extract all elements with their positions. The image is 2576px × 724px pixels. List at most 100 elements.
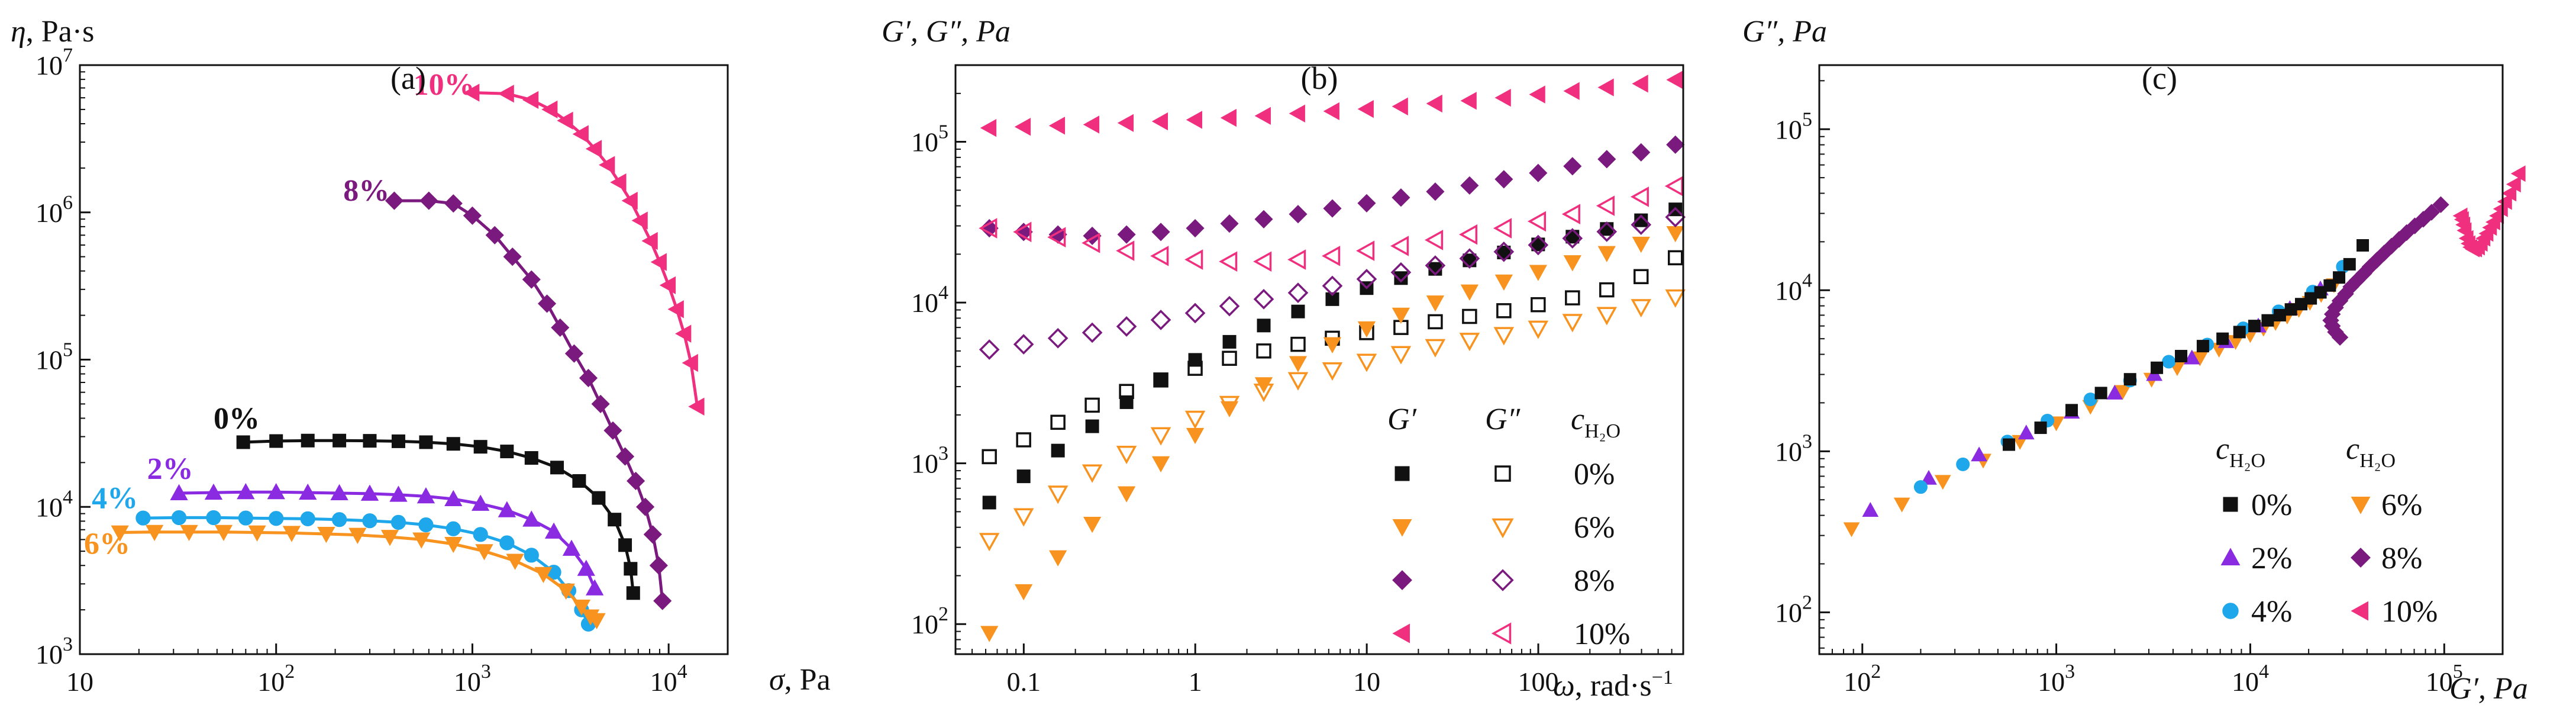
panel-a-point-6pct-6 xyxy=(317,527,335,543)
panel-b-point-Gp-8pct-4 xyxy=(1117,225,1136,244)
panel-a-point-8pct-3 xyxy=(463,206,482,225)
panel-b-point-Gpp-8pct-0 xyxy=(979,339,1000,360)
panel-b-point-Gpp-0pct-15 xyxy=(1496,303,1512,318)
panel-a-point-0pct-1 xyxy=(269,434,283,448)
panel-c-xtick-label-0: 102 xyxy=(1844,661,1881,697)
panel-c-point-0pct-16 xyxy=(2314,286,2327,299)
panel-b-point-Gpp-8pct-2 xyxy=(1047,328,1069,349)
panel-b-point-Gp-6pct-9 xyxy=(1289,356,1308,372)
panel-a-point-4pct-7 xyxy=(362,513,377,529)
panel-a-point-4pct-9 xyxy=(418,517,434,533)
panel-b-point-Gp-8pct-6 xyxy=(1186,218,1205,238)
panel-b-point-Gp-10pct-4 xyxy=(1117,114,1134,132)
panel-a-series-label-4pct: 4% xyxy=(92,481,138,515)
panel-b-point-Gpp-8pct-8 xyxy=(1253,289,1274,310)
panel-a-point-4pct-0 xyxy=(135,510,151,526)
panel-c-point-0pct-1 xyxy=(2034,421,2047,435)
panel-b-point-Gpp-0pct-18 xyxy=(1599,282,1615,298)
panel-a-point-8pct-14 xyxy=(627,471,645,491)
panel-c-legend-marker-6pct xyxy=(2351,497,2371,514)
panel-a-point-6pct-8 xyxy=(380,530,399,546)
panel-c-xtick-label-1: 103 xyxy=(2038,661,2075,697)
panel-c-point-6pct-1 xyxy=(1893,497,1910,513)
panel-a-point-10pct-16 xyxy=(682,353,698,372)
panel-b-point-Gpp-10pct-19 xyxy=(1630,186,1649,207)
panel-b-point-Gpp-8pct-13 xyxy=(1425,255,1446,276)
panel-c-xtick-label-3: 105 xyxy=(2426,661,2463,697)
panel-b-point-Gp-0pct-1 xyxy=(1016,469,1031,484)
panel-a-point-8pct-6 xyxy=(522,270,541,289)
panel-a-point-4pct-12 xyxy=(499,535,515,551)
panel-b-point-Gpp-10pct-13 xyxy=(1424,230,1444,250)
panel-c-point-8pct-20 xyxy=(2432,196,2449,213)
panel-c-point-0pct-17 xyxy=(2323,279,2336,292)
panel-c-legend: cH₂O cH₂O 0% 2% 4% 6% 8% 10% xyxy=(2216,432,2438,629)
panel-a-line-6pct xyxy=(120,530,598,622)
panel-b-legend-gp-marker-0 xyxy=(1394,466,1410,481)
panel-b-point-Gpp-10pct-16 xyxy=(1527,211,1547,232)
panel-a-point-6pct-4 xyxy=(248,525,266,542)
panel-a-viscosity-chart: 10 102 103 1041031041051061070%2%4%6%8%10% … xyxy=(11,15,831,697)
panel-a-ytick-label-1: 104 xyxy=(35,486,73,522)
panel-c-point-0pct-4 xyxy=(2123,373,2136,386)
panel-b-point-Gp-6pct-1 xyxy=(1015,584,1033,601)
panel-b-xtick-label-0: 0.1 xyxy=(1007,667,1041,697)
panel-a-point-10pct-10 xyxy=(631,211,648,230)
panel-b-point-Gp-10pct-3 xyxy=(1083,115,1100,134)
panel-b-point-Gpp-10pct-9 xyxy=(1287,249,1306,270)
panel-b-point-Gp-10pct-17 xyxy=(1563,82,1580,100)
panel-b-point-Gpp-0pct-13 xyxy=(1428,314,1443,330)
panel-a-point-6pct-14 xyxy=(557,583,575,600)
panel-a-point-10pct-3 xyxy=(541,100,558,119)
panel-a-plot-frame xyxy=(79,64,729,655)
panel-b-point-Gpp-8pct-20 xyxy=(1665,207,1686,228)
panel-c-point-6pct-0 xyxy=(1843,522,1860,538)
panel-b-point-Gpp-8pct-3 xyxy=(1082,322,1103,343)
panel-b-point-Gpp-6pct-10 xyxy=(1322,362,1343,381)
panel-c-point-0pct-7 xyxy=(2196,340,2209,353)
panel-b-point-Gp-8pct-13 xyxy=(1426,182,1445,201)
panel-a-point-0pct-13 xyxy=(592,491,606,505)
panel-b-point-Gpp-10pct-4 xyxy=(1116,240,1135,261)
panel-b-point-Gp-6pct-15 xyxy=(1494,274,1513,291)
panel-a-point-8pct-13 xyxy=(615,447,635,466)
panel-b-point-Gpp-8pct-10 xyxy=(1322,275,1343,297)
panel-b-point-Gp-8pct-5 xyxy=(1151,223,1170,242)
panel-a-point-8pct-10 xyxy=(579,369,598,388)
panel-a-point-8pct-8 xyxy=(551,318,570,337)
panel-b-point-Gpp-8pct-9 xyxy=(1287,282,1309,303)
panel-b-point-Gp-8pct-17 xyxy=(1563,157,1582,176)
panel-b-point-Gpp-6pct-20 xyxy=(1665,289,1686,308)
panel-b-point-Gp-10pct-9 xyxy=(1289,104,1305,123)
panel-c-ytick-label-3: 105 xyxy=(1775,108,1812,144)
panel-b-legend-gpp-marker-0 xyxy=(1494,465,1511,482)
panel-b-point-Gpp-10pct-3 xyxy=(1082,233,1100,253)
panel-a-point-2pct-13 xyxy=(544,522,563,539)
panel-c-point-4pct-1 xyxy=(1956,457,1970,471)
panel-a-point-8pct-18 xyxy=(653,591,672,610)
panel-b-legend-gp-header: G′ xyxy=(1387,403,1418,436)
panel-a-point-4pct-2 xyxy=(206,510,221,526)
panel-a-point-2pct-14 xyxy=(562,539,581,556)
panel-a-point-8pct-9 xyxy=(564,344,583,363)
panel-b-legend-label-1: 6% xyxy=(1574,511,1615,545)
panel-b-point-Gp-0pct-10 xyxy=(1325,292,1339,306)
panel-c-xlabel: G′, Pa xyxy=(2449,672,2528,706)
panel-b-xtick-label-3: 100 xyxy=(1518,667,1559,697)
panel-b-point-Gp-6pct-7 xyxy=(1220,401,1239,417)
panel-a-point-6pct-9 xyxy=(412,532,431,549)
panel-a-point-6pct-11 xyxy=(475,544,493,561)
panel-c-legend-marker-0pct xyxy=(2223,497,2238,512)
panel-b-point-Gp-0pct-6 xyxy=(1188,353,1202,367)
panel-c-point-2pct-1 xyxy=(1920,469,1937,485)
panel-a-point-8pct-4 xyxy=(485,226,504,244)
panel-b-point-Gp-8pct-7 xyxy=(1220,214,1239,233)
panel-b-point-Gpp-8pct-14 xyxy=(1459,248,1480,269)
panel-b-point-Gpp-0pct-3 xyxy=(1084,397,1100,413)
panel-a-xlabel: σ, Pa xyxy=(769,663,831,697)
panel-c-point-10pct-19 xyxy=(2506,176,2521,193)
panel-a-point-10pct-7 xyxy=(599,156,615,174)
panel-b-point-Gpp-8pct-5 xyxy=(1150,310,1171,330)
panel-c-point-2pct-2 xyxy=(1971,446,1987,462)
panel-a-point-0pct-4 xyxy=(363,434,377,448)
